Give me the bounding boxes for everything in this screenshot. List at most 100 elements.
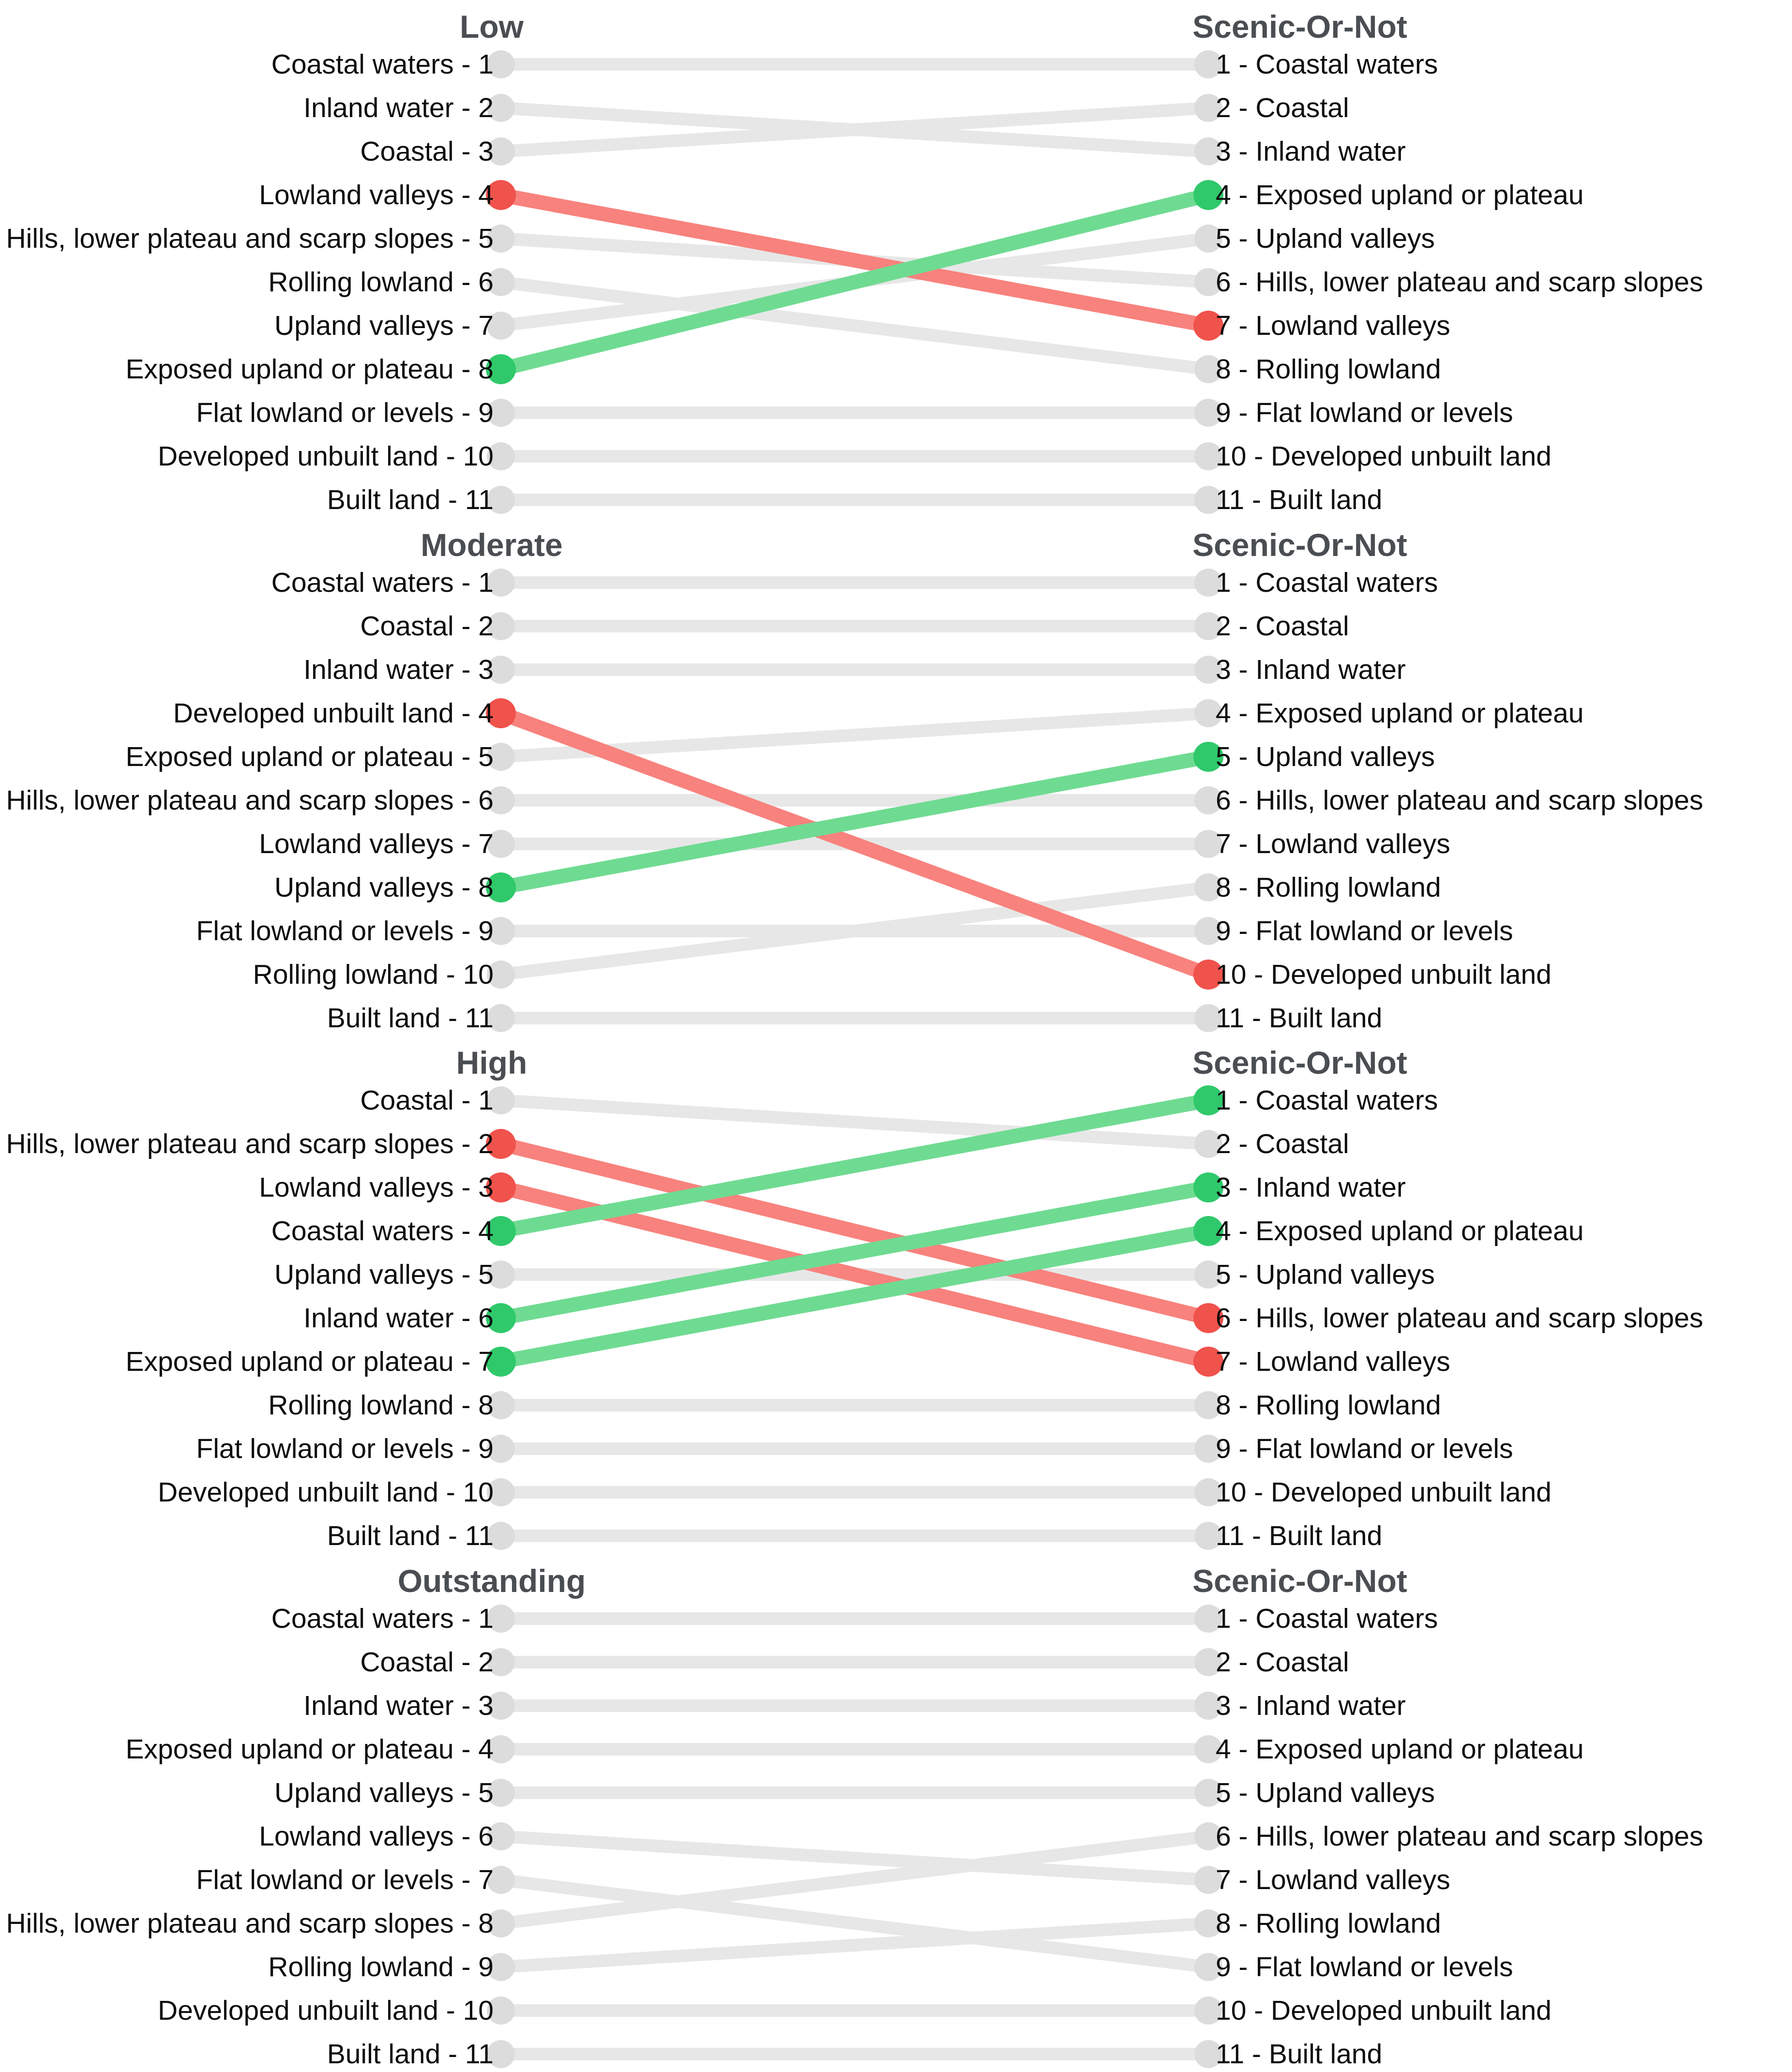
left-axis-title: High bbox=[456, 1045, 527, 1081]
slope-endpoint-dot bbox=[1194, 137, 1222, 165]
left-rank-label: Developed unbuilt land - 10 bbox=[158, 1995, 494, 2026]
slope-line-down bbox=[494, 706, 1216, 982]
right-rank-label: 1 - Coastal waters bbox=[1216, 567, 1438, 598]
right-rank-label: 4 - Exposed upland or plateau bbox=[1216, 1733, 1584, 1765]
right-rank-label: 7 - Lowland valleys bbox=[1216, 1346, 1450, 1377]
slope-endpoint-dot bbox=[1193, 1216, 1223, 1246]
slope-endpoint-dot bbox=[487, 612, 515, 640]
right-rank-label: 3 - Inland water bbox=[1216, 654, 1406, 685]
slope-endpoint-dot bbox=[487, 1604, 515, 1633]
slope-line-down bbox=[494, 188, 1216, 333]
left-rank-label: Upland valleys - 5 bbox=[274, 1777, 494, 1808]
slope-link-layer bbox=[486, 50, 1223, 514]
right-rank-label: 9 - Flat lowland or levels bbox=[1216, 1433, 1513, 1464]
right-rank-label: 5 - Upland valleys bbox=[1216, 741, 1435, 772]
left-rank-label: Inland water - 3 bbox=[303, 1690, 494, 1721]
left-rank-label: Rolling lowland - 8 bbox=[268, 1390, 494, 1421]
left-rank-label: Exposed upland or plateau - 4 bbox=[125, 1733, 494, 1765]
left-rank-label: Rolling lowland - 9 bbox=[268, 1951, 494, 1982]
slope-endpoint-dot bbox=[1194, 1130, 1222, 1158]
slope-endpoint-dot bbox=[487, 1391, 515, 1419]
slope-endpoint-dot bbox=[486, 1303, 516, 1333]
slope-endpoint-dot bbox=[487, 399, 515, 427]
right-rank-label: 4 - Exposed upland or plateau bbox=[1216, 180, 1584, 210]
right-rank-label: 9 - Flat lowland or levels bbox=[1216, 397, 1513, 428]
slope-endpoint-dot bbox=[1194, 1648, 1222, 1676]
slope-endpoint-dot bbox=[1193, 311, 1223, 341]
right-rank-label: 5 - Upland valleys bbox=[1216, 223, 1435, 254]
slope-link-layer bbox=[486, 1085, 1223, 1550]
left-rank-label: Rolling lowland - 6 bbox=[268, 267, 494, 298]
right-axis-title: Scenic-Or-Not bbox=[1192, 1045, 1407, 1081]
slope-endpoint-dot bbox=[487, 1004, 515, 1032]
slope-endpoint-dot bbox=[1194, 1261, 1222, 1289]
slope-endpoint-dot bbox=[1194, 829, 1222, 858]
right-rank-label: 8 - Rolling lowland bbox=[1216, 871, 1441, 903]
slope-endpoint-dot bbox=[487, 960, 515, 989]
slope-endpoint-dot bbox=[486, 1172, 516, 1202]
right-rank-label: 11 - Built land bbox=[1216, 484, 1383, 515]
slope-endpoint-dot bbox=[1193, 1303, 1223, 1333]
left-rank-label: Coastal - 1 bbox=[360, 1085, 494, 1116]
panel-outstanding: Outstanding Scenic-Or-Not Coastal waters -… bbox=[0, 1554, 1792, 2072]
right-rank-label: 5 - Upland valleys bbox=[1216, 1777, 1435, 1808]
right-rank-label: 10 - Developed unbuilt land bbox=[1216, 441, 1551, 472]
slope-endpoint-dot bbox=[487, 225, 515, 253]
slope-endpoint-dot bbox=[1194, 94, 1222, 122]
slope-endpoint-dot bbox=[486, 1129, 516, 1159]
left-rank-label: Hills, lower plateau and scarp slopes - … bbox=[6, 1128, 494, 1159]
slope-endpoint-dot bbox=[486, 872, 516, 902]
slope-line-neutral bbox=[495, 881, 1215, 981]
left-rank-label: Developed unbuilt land - 10 bbox=[158, 441, 494, 472]
slope-endpoint-dot bbox=[1194, 1435, 1222, 1463]
slope-line-up bbox=[494, 188, 1216, 376]
slope-endpoint-dot bbox=[1194, 1391, 1222, 1419]
left-rank-label: Coastal - 2 bbox=[360, 610, 494, 642]
right-rank-label: 9 - Flat lowland or levels bbox=[1216, 1951, 1513, 1982]
slope-endpoint-dot bbox=[1194, 442, 1222, 470]
left-rank-label: Hills, lower plateau and scarp slopes - … bbox=[6, 1907, 494, 1939]
slope-link-layer bbox=[486, 568, 1223, 1032]
slope-endpoint-dot bbox=[487, 1478, 515, 1506]
slope-endpoint-dot bbox=[1194, 355, 1222, 383]
left-rank-label: Built land - 11 bbox=[327, 1520, 494, 1551]
right-rank-label: 1 - Coastal waters bbox=[1216, 49, 1438, 80]
slope-line-neutral bbox=[495, 1830, 1215, 1930]
left-axis-title: Low bbox=[460, 9, 524, 45]
left-rank-label: Flat lowland or levels - 7 bbox=[196, 1864, 494, 1895]
right-rank-label: 5 - Upland valleys bbox=[1216, 1259, 1435, 1290]
right-rank-label: 6 - Hills, lower plateau and scarp slope… bbox=[1216, 784, 1703, 816]
slope-endpoint-dot bbox=[487, 1996, 515, 2025]
right-rank-label: 6 - Hills, lower plateau and scarp slope… bbox=[1216, 267, 1703, 298]
slope-endpoint-dot bbox=[487, 742, 515, 771]
slope-endpoint-dot bbox=[487, 94, 515, 122]
slope-endpoint-dot bbox=[487, 916, 515, 945]
right-rank-label: 6 - Hills, lower plateau and scarp slope… bbox=[1216, 1820, 1703, 1852]
slope-endpoint-dot bbox=[1194, 1522, 1222, 1550]
slope-endpoint-dot bbox=[1194, 1865, 1222, 1894]
right-rank-label: 7 - Lowland valleys bbox=[1216, 1864, 1450, 1895]
right-rank-label: 2 - Coastal bbox=[1216, 1646, 1349, 1678]
slope-line-neutral bbox=[495, 102, 1215, 158]
right-rank-label: 3 - Inland water bbox=[1216, 1690, 1406, 1721]
slope-endpoint-dot bbox=[1194, 1778, 1222, 1807]
slope-endpoint-dot bbox=[487, 50, 515, 78]
slope-endpoint-dot bbox=[1194, 786, 1222, 814]
slope-endpoint-dot bbox=[487, 568, 515, 597]
right-rank-label: 7 - Lowland valleys bbox=[1216, 310, 1450, 341]
right-rank-label: 8 - Rolling lowland bbox=[1216, 1390, 1441, 1421]
left-rank-label: Built land - 11 bbox=[327, 1002, 494, 1034]
left-rank-label: Lowland valleys - 6 bbox=[259, 1820, 494, 1852]
left-rank-label: Coastal waters - 1 bbox=[271, 1603, 494, 1634]
slope-endpoint-dot bbox=[487, 1522, 515, 1550]
slope-endpoint-dot bbox=[1194, 225, 1222, 253]
left-rank-label: Exposed upland or plateau - 5 bbox=[125, 741, 494, 772]
slope-endpoint-dot bbox=[487, 1435, 515, 1463]
slope-endpoint-dot bbox=[487, 829, 515, 858]
slope-line-neutral bbox=[495, 1830, 1215, 1886]
slope-endpoint-dot bbox=[486, 354, 516, 384]
right-rank-label: 2 - Coastal bbox=[1216, 610, 1349, 642]
slope-endpoint-dot bbox=[1194, 655, 1222, 684]
slope-endpoint-dot bbox=[486, 698, 516, 728]
left-rank-label: Developed unbuilt land - 10 bbox=[158, 1477, 494, 1508]
